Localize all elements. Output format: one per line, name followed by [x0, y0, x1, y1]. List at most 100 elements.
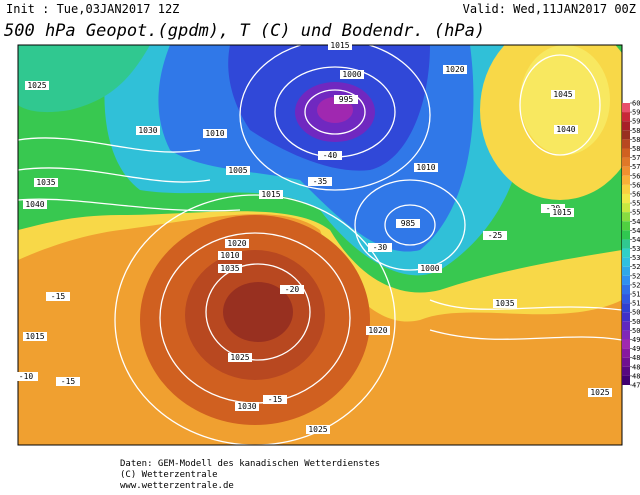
- contour-label-box: [414, 163, 438, 172]
- contour-label-box: [235, 402, 259, 411]
- colorbar-swatch: [622, 230, 630, 240]
- contour-label-box: [34, 178, 58, 187]
- contour-label: -20: [285, 285, 300, 294]
- contour-label-box: [328, 41, 352, 50]
- colorbar-label: 572: [632, 163, 640, 171]
- colorbar-label: 592: [632, 118, 640, 126]
- contour-label-box: [483, 231, 507, 240]
- colorbar-label: 484: [632, 363, 640, 371]
- contour-label-box: [280, 285, 304, 294]
- colorbar-swatch: [622, 348, 630, 358]
- contour-label: 1015: [25, 332, 44, 341]
- contour-label-box: [218, 264, 242, 273]
- contour-label-box: [340, 70, 364, 79]
- colorbar-label: 584: [632, 136, 640, 144]
- contour-labels: 1025 1030 1010 1005 1015 1000 995 -40 1015 1020 10…: [14, 41, 612, 434]
- colorbar-label: 556: [632, 200, 640, 208]
- contour-label: 995: [339, 95, 354, 104]
- colorbar-label: 496: [632, 336, 640, 344]
- colorbar-label: 524: [632, 272, 640, 280]
- valid-time: Valid: Wed,11JAN2017 00Z: [463, 2, 636, 16]
- contour-label-box: [226, 166, 250, 175]
- footer-line: www.wetterzentrale.de: [120, 481, 234, 491]
- colorbar-label: 504: [632, 318, 640, 326]
- contour-label: 1020: [368, 326, 387, 335]
- colorbar-label: 532: [632, 254, 640, 262]
- colorbar-swatch: [622, 312, 630, 322]
- colorbar-label: 476: [632, 382, 640, 390]
- contour-label-box: [550, 208, 574, 217]
- contour-label: 1000: [342, 70, 361, 79]
- contour-label: -15: [268, 395, 283, 404]
- colorbar-label: 536: [632, 245, 640, 253]
- colorbar-label: 580: [632, 145, 640, 153]
- contour-label: 1045: [553, 90, 572, 99]
- colorbar-swatch: [622, 284, 630, 295]
- contour-label-box: [259, 190, 283, 199]
- colorbar-swatch: [622, 321, 630, 331]
- contour-label: 1020: [445, 65, 464, 74]
- contour-label: -35: [313, 177, 328, 186]
- contour-label-box: [554, 125, 578, 134]
- footer-line: (C) Wetterzentrale: [120, 470, 218, 480]
- contour-label-box: [318, 151, 342, 160]
- contour-label: 1015: [261, 190, 280, 199]
- init-time: Init : Tue,03JAN2017 12Z: [6, 2, 179, 16]
- contour-label: 1025: [230, 353, 249, 362]
- contour-label-box: [368, 243, 392, 252]
- colorbar-label: 576: [632, 154, 640, 162]
- contour-label-box: [588, 388, 612, 397]
- contour-label: 1010: [416, 163, 435, 172]
- colorbar-swatch: [622, 130, 630, 140]
- contour-label-box: [396, 219, 420, 228]
- contour-label: 1025: [27, 81, 46, 90]
- contour-label: 1040: [25, 200, 44, 209]
- footer-line: Daten: GEM-Modell des kanadischen Wetter…: [120, 459, 380, 469]
- contour-label: -10: [19, 372, 34, 381]
- colorbar-label: 564: [632, 181, 640, 189]
- contour-label: 1000: [420, 264, 439, 273]
- contour-label: -15: [51, 292, 66, 301]
- contour-label: 1030: [237, 402, 256, 411]
- colorbar-swatch: [622, 239, 630, 249]
- colorbar-swatch: [622, 257, 630, 267]
- contour-label: -15: [61, 377, 76, 386]
- contour-label-box: [366, 326, 390, 335]
- colorbar-label: 508: [632, 309, 640, 317]
- colorbar-swatch: [622, 103, 630, 113]
- contour-label-box: [23, 332, 47, 341]
- colorbar-label: 520: [632, 281, 640, 289]
- colorbar: 6005965925885845805765725685645605565525…: [622, 100, 640, 390]
- colorbar-label: 516: [632, 291, 640, 299]
- colorbar-swatch: [622, 166, 630, 176]
- contour-label: 1010: [220, 251, 239, 260]
- contour-label-box: [225, 239, 249, 248]
- contour-label: 1030: [138, 126, 157, 135]
- contour-label-box: [306, 425, 330, 434]
- colorbar-label: 488: [632, 354, 640, 362]
- contour-label-box: [136, 126, 160, 135]
- contour-label: 1010: [205, 129, 224, 138]
- contour-label-box: [263, 395, 287, 404]
- contour-label: 1015: [552, 208, 571, 217]
- contour-label: 1035: [495, 299, 514, 308]
- colorbar-swatch: [622, 193, 630, 204]
- contour-label-box: [46, 292, 70, 301]
- contour-label: 1025: [590, 388, 609, 397]
- colorbar-label: 548: [632, 218, 640, 226]
- colorbar-label: 500: [632, 327, 640, 335]
- colorbar-swatch: [622, 112, 630, 122]
- contour-label-box: [418, 264, 442, 273]
- colorbar-swatch: [622, 339, 630, 349]
- contour-label: -40: [323, 151, 338, 160]
- colorbar-swatch: [622, 266, 630, 276]
- colorbar-swatch: [622, 275, 630, 285]
- contour-label-box: [25, 81, 49, 90]
- colorbar-label: 600: [632, 100, 640, 108]
- colorbar-swatch: [622, 221, 630, 231]
- colorbar-swatch: [622, 330, 630, 340]
- colorbar-label: 480: [632, 372, 640, 380]
- colorbar-label: 528: [632, 263, 640, 271]
- contour-label-box: [14, 372, 38, 381]
